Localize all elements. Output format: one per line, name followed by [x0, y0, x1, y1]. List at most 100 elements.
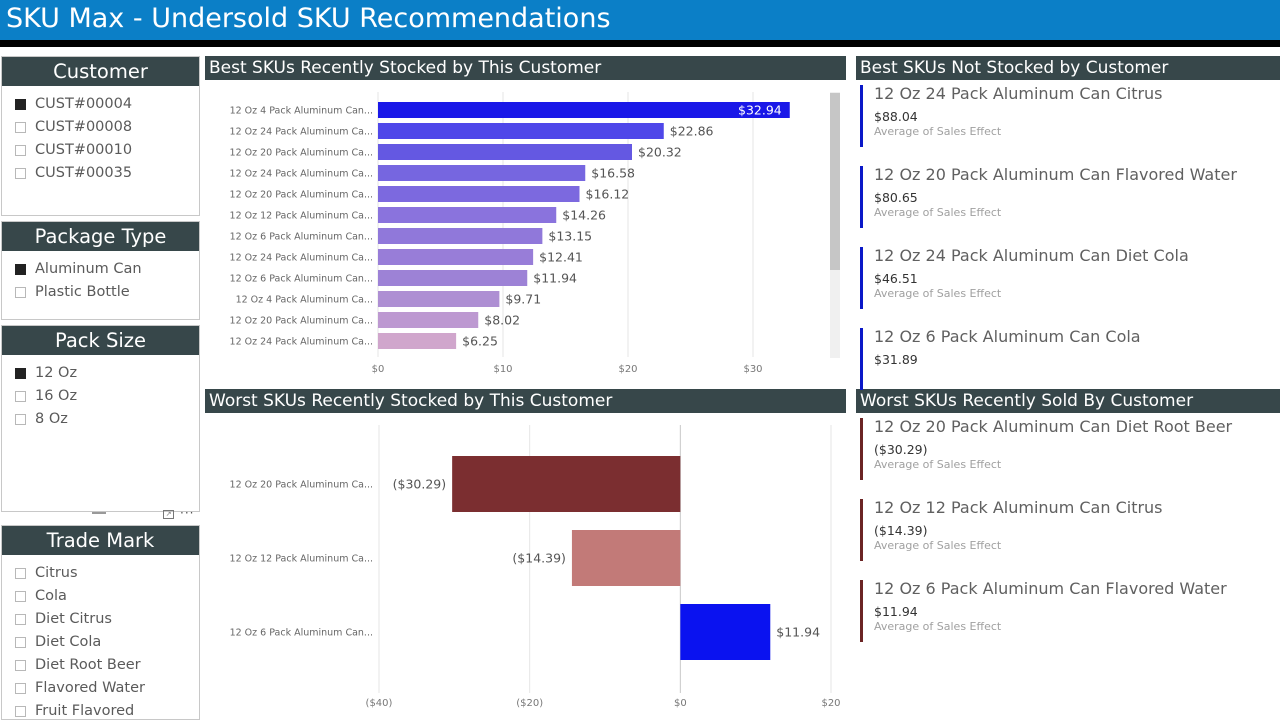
focus-mode-icon[interactable]: ↗ — [163, 510, 174, 519]
card-title: 12 Oz 20 Pack Aluminum Can Flavored Wate… — [874, 165, 1237, 184]
header-bar: SKU Max - Undersold SKU Recommendations — [0, 0, 1280, 40]
slicer-item[interactable]: Citrus — [2, 562, 199, 585]
checkbox-icon[interactable] — [15, 122, 26, 133]
category-label: 12 Oz 24 Pack Aluminum Ca... — [230, 127, 373, 138]
kpi-card: 12 Oz 6 Pack Aluminum Can Cola $31.89 — [860, 327, 1278, 390]
card-title: 12 Oz 12 Pack Aluminum Can Citrus — [874, 498, 1163, 517]
chart-bar[interactable] — [378, 228, 543, 244]
slicer-item[interactable]: CUST#00035 — [2, 162, 199, 185]
checkbox-icon[interactable] — [15, 683, 26, 694]
slicer-item[interactable]: CUST#00010 — [2, 139, 199, 162]
checkbox-checked-icon[interactable] — [15, 264, 26, 275]
card-value: $88.04 — [874, 109, 918, 124]
slicer-item[interactable]: Diet Cola — [2, 631, 199, 654]
checkbox-icon[interactable] — [15, 145, 26, 156]
slicer-item[interactable]: Diet Citrus — [2, 608, 199, 631]
resize-handle-icon[interactable] — [92, 512, 106, 514]
best-stocked-title: Best SKUs Recently Stocked by This Custo… — [205, 56, 846, 80]
best-not-stocked-title: Best SKUs Not Stocked by Customer — [856, 56, 1280, 80]
slicer-item[interactable]: 16 Oz — [2, 385, 199, 408]
worst-sold-title: Worst SKUs Recently Sold By Customer — [856, 389, 1280, 413]
checkbox-icon[interactable] — [15, 287, 26, 298]
category-label: 12 Oz 6 Pack Aluminum Can... — [230, 274, 373, 285]
data-label: $12.41 — [539, 250, 583, 265]
slicer-item[interactable]: Flavored Water — [2, 677, 199, 700]
trade-mark-slicer: Trade Mark Citrus Cola Diet Citrus Diet Col… — [1, 525, 200, 720]
more-options-icon[interactable]: ··· — [180, 506, 195, 520]
checkbox-checked-icon[interactable] — [15, 368, 26, 379]
data-label: $8.02 — [484, 313, 520, 328]
checkbox-icon[interactable] — [15, 168, 26, 179]
slicer-item[interactable]: Cola — [2, 585, 199, 608]
slicer-item[interactable]: Diet Root Beer — [2, 654, 199, 677]
card-value: $11.94 — [874, 604, 918, 619]
data-label: $32.94 — [738, 103, 782, 118]
chart-bar[interactable] — [378, 312, 479, 328]
slicer-item[interactable]: 8 Oz — [2, 408, 199, 431]
category-label: 12 Oz 24 Pack Aluminum Ca... — [230, 337, 373, 348]
chart-bar[interactable] — [378, 123, 664, 139]
chart-bar[interactable] — [452, 456, 681, 512]
chart-bar[interactable] — [378, 207, 557, 223]
data-label: $9.71 — [505, 292, 541, 307]
slicer-item-label: CUST#00004 — [35, 96, 133, 112]
slicer-item-label: Diet Cola — [35, 634, 102, 650]
chart-bar[interactable] — [378, 291, 500, 307]
checkbox-icon[interactable] — [15, 391, 26, 402]
card-title: 12 Oz 24 Pack Aluminum Can Citrus — [874, 84, 1163, 103]
data-label: $11.94 — [533, 271, 577, 286]
card-value: $46.51 — [874, 271, 918, 286]
category-label: 12 Oz 20 Pack Aluminum Ca... — [230, 148, 373, 159]
slicer-item-label: CUST#00010 — [35, 142, 133, 158]
category-label: 12 Oz 20 Pack Aluminum Ca... — [230, 316, 373, 327]
chart-bar[interactable] — [378, 144, 632, 160]
card-subtitle: Average of Sales Effect — [874, 620, 1002, 633]
checkbox-icon[interactable] — [15, 568, 26, 579]
slicer-item-label: Cola — [35, 588, 67, 604]
data-label: $6.25 — [462, 334, 498, 349]
checkbox-icon[interactable] — [15, 414, 26, 425]
card-subtitle: Average of Sales Effect — [874, 125, 1002, 138]
kpi-card: 12 Oz 20 Pack Aluminum Can Flavored Wate… — [860, 165, 1278, 228]
slicer-item[interactable]: CUST#00004 — [2, 93, 199, 116]
checkbox-icon[interactable] — [15, 591, 26, 602]
chart-scroll-thumb[interactable] — [830, 93, 840, 270]
kpi-card: 12 Oz 6 Pack Aluminum Can Flavored Water… — [860, 579, 1278, 642]
card-title: 12 Oz 6 Pack Aluminum Can Flavored Water — [874, 579, 1227, 598]
category-label: 12 Oz 4 Pack Aluminum Ca... — [236, 295, 373, 306]
card-title: 12 Oz 6 Pack Aluminum Can Cola — [874, 327, 1141, 346]
worst-stocked-title: Worst SKUs Recently Stocked by This Cust… — [205, 389, 846, 413]
slicer-item[interactable]: Plastic Bottle — [2, 281, 199, 304]
chart-bar[interactable] — [378, 270, 528, 286]
data-label: $22.86 — [670, 124, 714, 139]
category-label: 12 Oz 6 Pack Aluminum Can... — [230, 628, 373, 639]
slicer-item-label: 8 Oz — [35, 411, 68, 427]
data-label: $20.32 — [638, 145, 682, 160]
chart-bar[interactable] — [571, 530, 681, 586]
checkbox-icon[interactable] — [15, 660, 26, 671]
checkbox-icon[interactable] — [15, 706, 26, 717]
data-label: $14.26 — [562, 208, 606, 223]
chart-bar[interactable] — [378, 333, 457, 349]
package-type-slicer: Package Type Aluminum Can Plastic Bottle — [1, 221, 200, 320]
slicer-item[interactable]: Fruit Flavored — [2, 700, 199, 719]
slicer-item[interactable]: CUST#00008 — [2, 116, 199, 139]
chart-bar[interactable] — [378, 186, 580, 202]
slicer-title: Customer — [2, 57, 199, 86]
slicer-item[interactable]: 12 Oz — [2, 362, 199, 385]
chart-bar[interactable] — [378, 102, 790, 118]
slicer-item-label: Plastic Bottle — [35, 284, 130, 300]
chart-bar[interactable] — [378, 249, 534, 265]
checkbox-icon[interactable] — [15, 637, 26, 648]
card-subtitle: Average of Sales Effect — [874, 458, 1002, 471]
chart-bar[interactable] — [680, 604, 771, 660]
chart-bar[interactable] — [378, 165, 586, 181]
page-title: SKU Max - Undersold SKU Recommendations — [6, 3, 611, 34]
checkbox-checked-icon[interactable] — [15, 99, 26, 110]
checkbox-icon[interactable] — [15, 614, 26, 625]
slicer-item[interactable]: Aluminum Can — [2, 258, 199, 281]
card-value: ($30.29) — [874, 442, 928, 457]
slicer-item-label: Diet Citrus — [35, 611, 112, 627]
card-subtitle: Average of Sales Effect — [874, 206, 1002, 219]
category-label: 12 Oz 20 Pack Aluminum Ca... — [230, 480, 373, 491]
